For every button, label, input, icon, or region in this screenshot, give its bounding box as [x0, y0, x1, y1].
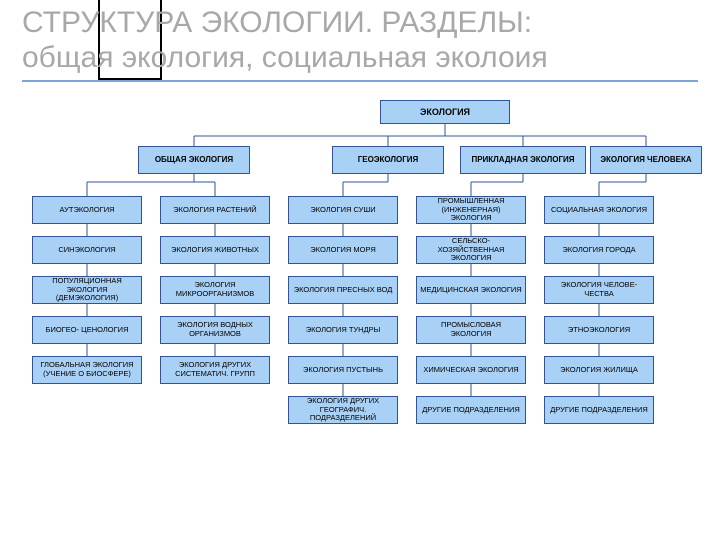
node-leaf-3-5: ДРУГИЕ ПОДРАЗДЕЛЕНИЯ [416, 396, 526, 424]
node-leaf-2-2: ЭКОЛОГИЯ ПРЕСНЫХ ВОД [288, 276, 398, 304]
node-leaf-2-5: ЭКОЛОГИЯ ДРУГИХ ГЕОГРАФИЧ. ПОДРАЗДЕЛЕНИЙ [288, 396, 398, 424]
node-branch-2: ПРИКЛАДНАЯ ЭКОЛОГИЯ [460, 146, 586, 174]
node-leaf-0-2: ПОПУЛЯЦИОННАЯ ЭКОЛОГИЯ (ДЕМЭКОЛОГИЯ) [32, 276, 142, 304]
node-leaf-1-4: ЭКОЛОГИЯ ДРУГИХ СИСТЕМАТИЧ. ГРУПП [160, 356, 270, 384]
node-leaf-3-3: ПРОМЫСЛОВАЯ ЭКОЛОГИЯ [416, 316, 526, 344]
node-branch-3: ЭКОЛОГИЯ ЧЕЛОВЕКА [590, 146, 702, 174]
node-leaf-3-1: СЕЛЬСКО- ХОЗЯЙСТВЕННАЯ ЭКОЛОГИЯ [416, 236, 526, 264]
node-leaf-0-1: СИНЭКОЛОГИЯ [32, 236, 142, 264]
slide-title: СТРУКТУРА ЭКОЛОГИИ. РАЗДЕЛЫ: общая эколо… [22, 6, 698, 75]
title-line-1: СТРУКТУРА ЭКОЛОГИИ. РАЗДЕЛЫ: [22, 6, 698, 41]
node-leaf-1-2: ЭКОЛОГИЯ МИКРООРГАНИЗМОВ [160, 276, 270, 304]
node-leaf-4-3: ЭТНОЭКОЛОГИЯ [544, 316, 654, 344]
node-leaf-0-0: АУТЭКОЛОГИЯ [32, 196, 142, 224]
node-leaf-1-3: ЭКОЛОГИЯ ВОДНЫХ ОРГАНИЗМОВ [160, 316, 270, 344]
node-branch-0: ОБЩАЯ ЭКОЛОГИЯ [138, 146, 250, 174]
node-leaf-2-1: ЭКОЛОГИЯ МОРЯ [288, 236, 398, 264]
node-leaf-2-0: ЭКОЛОГИЯ СУШИ [288, 196, 398, 224]
node-leaf-1-1: ЭКОЛОГИЯ ЖИВОТНЫХ [160, 236, 270, 264]
node-leaf-2-3: ЭКОЛОГИЯ ТУНДРЫ [288, 316, 398, 344]
node-leaf-4-1: ЭКОЛОГИЯ ГОРОДА [544, 236, 654, 264]
node-leaf-1-0: ЭКОЛОГИЯ РАСТЕНИЙ [160, 196, 270, 224]
title-underline [22, 80, 698, 82]
node-leaf-4-5: ДРУГИЕ ПОДРАЗДЕЛЕНИЯ [544, 396, 654, 424]
node-leaf-4-0: СОЦИАЛЬНАЯ ЭКОЛОГИЯ [544, 196, 654, 224]
node-leaf-0-4: ГЛОБАЛЬНАЯ ЭКОЛОГИЯ (УЧЕНИЕ О БИОСФЕРЕ) [32, 356, 142, 384]
node-leaf-3-0: ПРОМЫШЛЕННАЯ (ИНЖЕНЕРНАЯ) ЭКОЛОГИЯ [416, 196, 526, 224]
title-line-2: общая экология, социальная эколоия [22, 41, 698, 76]
node-leaf-2-4: ЭКОЛОГИЯ ПУСТЫНЬ [288, 356, 398, 384]
node-leaf-0-3: БИОГЕО- ЦЕНОЛОГИЯ [32, 316, 142, 344]
node-leaf-4-4: ЭКОЛОГИЯ ЖИЛИЩА [544, 356, 654, 384]
node-leaf-3-2: МЕДИЦИНСКАЯ ЭКОЛОГИЯ [416, 276, 526, 304]
node-leaf-4-2: ЭКОЛОГИЯ ЧЕЛОВЕ- ЧЕСТВА [544, 276, 654, 304]
node-root: ЭКОЛОГИЯ [380, 100, 510, 124]
node-branch-1: ГЕОЭКОЛОГИЯ [332, 146, 444, 174]
node-leaf-3-4: ХИМИЧЕСКАЯ ЭКОЛОГИЯ [416, 356, 526, 384]
